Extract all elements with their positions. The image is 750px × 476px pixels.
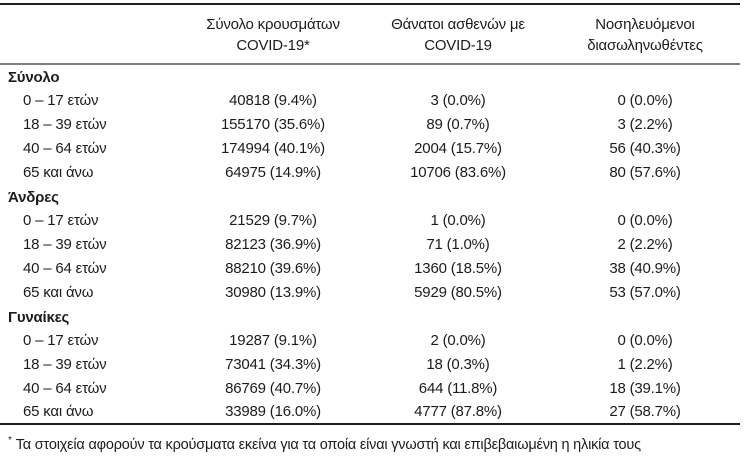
table-row: 40 – 64 ετών 174994 (40.1%) 2004 (15.7%) 56…	[0, 136, 740, 160]
intubated-value: 3 (2.2%)	[617, 115, 673, 133]
deaths-value: 10706 (83.6%)	[410, 163, 506, 181]
intubated-value: 27 (58.7%)	[609, 403, 681, 420]
age-group-label: 65 και άνω	[23, 283, 94, 301]
deaths-value: 89 (0.7%)	[426, 115, 490, 133]
table-row: 65 και άνω 33989 (16.0%) 4777 (87.8%) 27 (5…	[0, 400, 740, 424]
table-row: 0 – 17 ετών 19287 (9.1%) 2 (0.0%) 0 (0.0%)	[0, 328, 740, 352]
cases-value: 33989 (16.0%)	[225, 403, 321, 420]
header-deaths-line2: COVID-19	[424, 37, 492, 54]
age-group-label: 40 – 64 ετών	[23, 139, 107, 157]
table-body: Σύνολο 0 – 17 ετών 40818 (9.4%) 3 (0.0%) 0 (…	[0, 64, 740, 424]
table-row: 65 και άνω 30980 (13.9%) 5929 (80.5%) 53 (5…	[0, 280, 740, 304]
cases-value: 174994 (40.1%)	[221, 139, 325, 157]
table-row: 18 – 39 ετών 155170 (35.6%) 89 (0.7%) 3 (2.…	[0, 112, 740, 136]
cases-value: 30980 (13.9%)	[225, 283, 321, 301]
intubated-value: 0 (0.0%)	[617, 91, 673, 109]
table-row: 0 – 17 ετών 21529 (9.7%) 1 (0.0%) 0 (0.0%)	[0, 208, 740, 232]
cases-value: 21529 (9.7%)	[229, 211, 317, 229]
section-title: Άνδρες	[8, 188, 59, 206]
table-row: 65 και άνω 64975 (14.9%) 10706 (83.6%) 80 (…	[0, 160, 740, 184]
age-group-label: 0 – 17 ετών	[23, 211, 99, 229]
footnote-text: Τα στοιχεία αφορούν τα κρούσματα εκείνα …	[15, 436, 641, 453]
intubated-value: 18 (39.1%)	[609, 379, 681, 397]
deaths-value: 4777 (87.8%)	[414, 403, 502, 420]
header-empty-cell	[0, 4, 180, 65]
age-group-label: 18 – 39 ετών	[23, 115, 107, 133]
footnote-marker: *	[8, 435, 12, 446]
table-row: 18 – 39 ετών 73041 (34.3%) 18 (0.3%) 1 (2.2…	[0, 352, 740, 376]
deaths-value: 644 (11.8%)	[418, 379, 498, 397]
covid-statistics-table: Σύνολο κρουσμάτων COVID-19* Θάνατοι ασθε…	[0, 3, 740, 425]
age-group-label: 40 – 64 ετών	[23, 379, 107, 397]
footnote: * Τα στοιχεία αφορούν τα κρούσματα εκείνα…	[0, 425, 740, 455]
table-row: 0 – 17 ετών 40818 (9.4%) 3 (0.0%) 0 (0.0%)	[0, 88, 740, 112]
cases-value: 73041 (34.3%)	[225, 355, 321, 373]
section-title: Σύνολο	[8, 69, 60, 86]
intubated-value: 56 (40.3%)	[609, 139, 681, 157]
deaths-value: 2 (0.0%)	[430, 331, 486, 349]
intubated-value: 1 (2.2%)	[617, 355, 673, 373]
age-group-label: 0 – 17 ετών	[23, 91, 99, 109]
header-intubated: Νοσηλευόμενοι διασωληνωθέντες	[550, 4, 740, 65]
deaths-value: 3 (0.0%)	[430, 91, 486, 109]
deaths-value: 5929 (80.5%)	[414, 283, 502, 301]
intubated-value: 2 (2.2%)	[617, 235, 673, 253]
header-intubated-line2: διασωληνωθέντες	[587, 37, 703, 54]
header-total-cases-line1: Σύνολο κρουσμάτων	[206, 16, 340, 33]
age-group-label: 65 και άνω	[23, 403, 94, 420]
deaths-value: 71 (1.0%)	[426, 235, 490, 253]
intubated-value: 0 (0.0%)	[617, 331, 673, 349]
cases-value: 155170 (35.6%)	[221, 115, 325, 133]
table-row: 40 – 64 ετών 88210 (39.6%) 1360 (18.5%) 38 …	[0, 256, 740, 280]
deaths-value: 1360 (18.5%)	[414, 259, 502, 277]
header-deaths: Θάνατοι ασθενών με COVID-19	[366, 4, 550, 65]
intubated-value: 38 (40.9%)	[609, 259, 681, 277]
section-title-row: Γυναίκες	[0, 304, 740, 328]
age-group-label: 18 – 39 ετών	[23, 235, 107, 253]
deaths-value: 1 (0.0%)	[430, 211, 486, 229]
cases-value: 88210 (39.6%)	[225, 259, 321, 277]
header-total-cases-line2: COVID-19*	[236, 37, 310, 54]
cases-value: 82123 (36.9%)	[225, 235, 321, 253]
header-row: Σύνολο κρουσμάτων COVID-19* Θάνατοι ασθε…	[0, 4, 740, 65]
cases-value: 64975 (14.9%)	[225, 163, 321, 181]
cases-value: 86769 (40.7%)	[225, 379, 321, 397]
cases-value: 19287 (9.1%)	[229, 331, 317, 349]
age-group-label: 40 – 64 ετών	[23, 259, 107, 277]
section-title-row: Άνδρες	[0, 184, 740, 208]
header-intubated-line1: Νοσηλευόμενοι	[595, 16, 695, 33]
age-group-label: 65 και άνω	[23, 163, 94, 181]
header-deaths-line1: Θάνατοι ασθενών με	[391, 16, 525, 33]
intubated-value: 0 (0.0%)	[617, 211, 673, 229]
age-group-label: 0 – 17 ετών	[23, 331, 99, 349]
age-group-label: 18 – 39 ετών	[23, 355, 107, 373]
table-row: 18 – 39 ετών 82123 (36.9%) 71 (1.0%) 2 (2.2…	[0, 232, 740, 256]
deaths-value: 2004 (15.7%)	[414, 139, 502, 157]
section-title: Γυναίκες	[8, 308, 70, 326]
table-row: 40 – 64 ετών 86769 (40.7%) 644 (11.8%) 18 (…	[0, 376, 740, 400]
intubated-value: 53 (57.0%)	[609, 283, 681, 301]
section-title-row: Σύνολο	[0, 64, 740, 88]
deaths-value: 18 (0.3%)	[426, 355, 490, 373]
intubated-value: 80 (57.6%)	[609, 163, 681, 181]
header-total-cases: Σύνολο κρουσμάτων COVID-19*	[180, 4, 366, 65]
cases-value: 40818 (9.4%)	[229, 91, 317, 109]
